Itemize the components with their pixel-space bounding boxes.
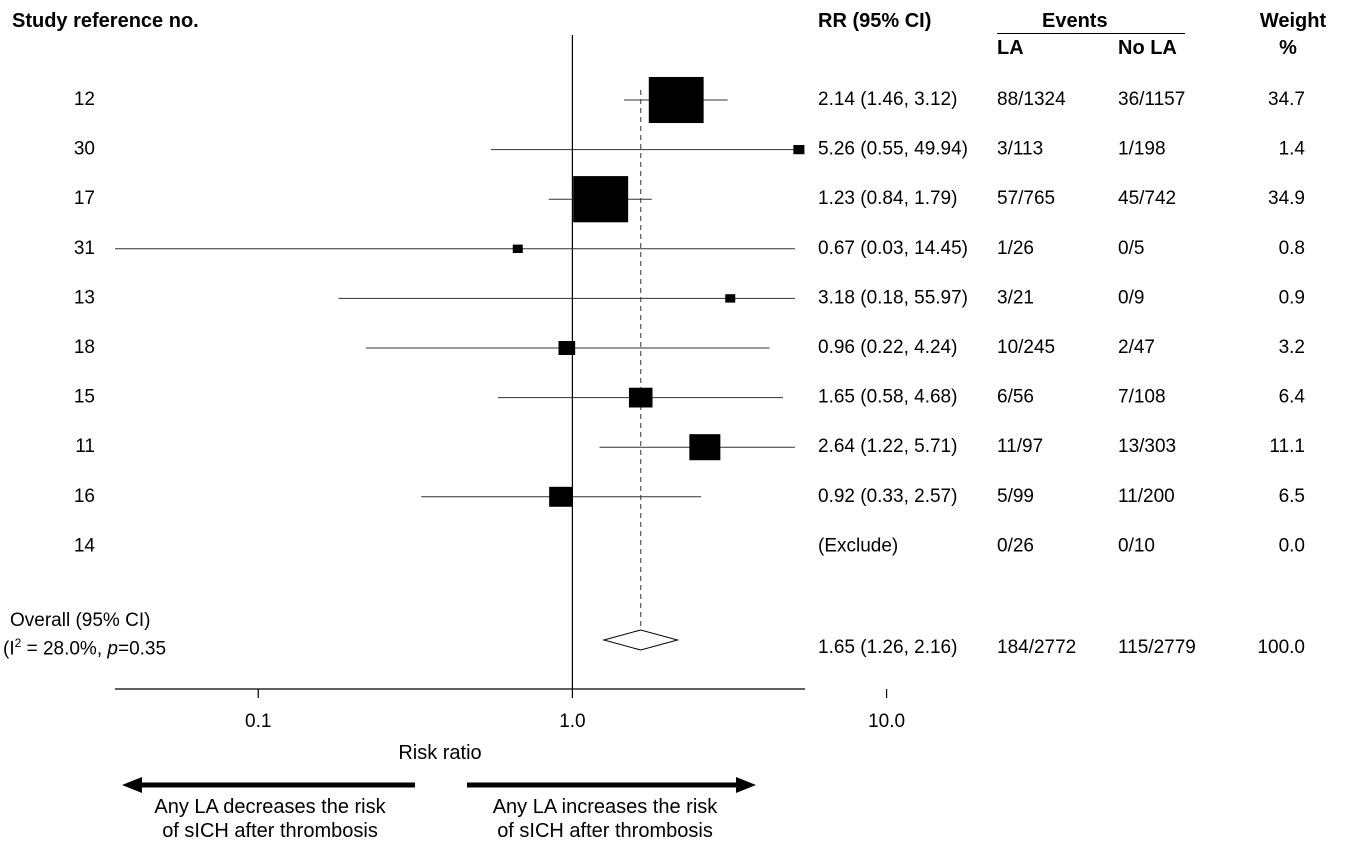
left-arrow-caption: Any LA decreases the risk of sICH after t…	[154, 796, 386, 842]
pooled-la-events: 184/2772	[997, 637, 1076, 658]
no-la-events: 45/742	[1118, 188, 1176, 209]
x-tick-label: 0.1	[245, 711, 271, 732]
weight-value: 34.9	[1268, 188, 1305, 209]
study-label: 14	[74, 535, 96, 556]
weight-value: 6.4	[1279, 387, 1306, 408]
no-la-events: 13/303	[1118, 436, 1176, 457]
no-la-events: 1/198	[1118, 139, 1166, 160]
heterogeneity-label: (I2 = 28.0%, p=0.35	[3, 636, 167, 660]
weight-value: 11.1	[1269, 436, 1305, 457]
no-la-events: 0/5	[1118, 238, 1144, 259]
overall-label: Overall (95% CI)	[10, 610, 151, 631]
study-label: 18	[74, 337, 95, 358]
right-arrow-caption: Any LA increases the risk of sICH after t…	[492, 796, 718, 842]
la-events: 10/245	[997, 337, 1055, 358]
rr-value: 0.67 (0.03, 14.45)	[818, 238, 968, 259]
study-label: 11	[75, 436, 95, 457]
la-column-header: LA	[997, 37, 1024, 59]
effect-marker	[512, 244, 523, 253]
rr-value: 0.92 (0.33, 2.57)	[818, 486, 957, 507]
effect-marker	[549, 486, 573, 507]
weight-value: 1.4	[1279, 139, 1306, 160]
rr-value: 0.96 (0.22, 4.24)	[818, 337, 957, 358]
rr-value: 3.18 (0.18, 55.97)	[818, 287, 968, 308]
study-label: 16	[74, 486, 95, 507]
weight-value: 34.7	[1268, 89, 1305, 110]
la-events: 3/113	[997, 139, 1043, 160]
la-events: 88/1324	[997, 89, 1066, 110]
study-label: 12	[74, 89, 95, 110]
weight-unit-header: %	[1279, 37, 1297, 59]
rr-value: 1.23 (0.84, 1.79)	[818, 188, 957, 209]
no-la-events: 36/1157	[1118, 89, 1185, 110]
events-column-header: Events	[1042, 10, 1108, 32]
weight-value: 0.0	[1279, 535, 1305, 556]
weight-value: 0.8	[1279, 238, 1305, 259]
effect-marker	[573, 176, 629, 223]
pooled-no-la-events: 115/2779	[1118, 637, 1196, 658]
rr-value: (Exclude)	[818, 535, 898, 556]
weight-column-header: Weight	[1259, 10, 1327, 32]
events-header-underline	[997, 33, 1185, 34]
rr-value: 5.26 (0.55, 49.94)	[818, 139, 968, 160]
la-events: 57/765	[997, 188, 1055, 209]
study-label: 31	[74, 238, 95, 259]
rr-value: 2.14 (1.46, 3.12)	[818, 89, 957, 110]
study-column-header: Study reference no.	[12, 10, 199, 32]
no-la-events: 2/47	[1118, 337, 1155, 358]
no-la-events: 0/10	[1118, 535, 1155, 556]
la-events: 3/21	[997, 287, 1034, 308]
effect-marker	[793, 144, 805, 155]
study-label: 15	[74, 387, 95, 408]
la-events: 11/97	[997, 436, 1043, 457]
study-label: 17	[74, 188, 95, 209]
pooled-diamond	[602, 629, 680, 651]
la-events: 5/99	[997, 486, 1034, 507]
weight-value: 3.2	[1279, 337, 1305, 358]
effect-marker	[558, 341, 576, 355]
pooled-weight-value: 100.0	[1257, 637, 1305, 658]
weight-value: 6.5	[1279, 486, 1305, 507]
no-la-events: 11/200	[1118, 486, 1175, 507]
decrease-arrow-head	[122, 777, 142, 793]
no-la-column-header: No LA	[1118, 37, 1177, 59]
study-label: 30	[74, 139, 95, 160]
weight-value: 0.9	[1279, 287, 1305, 308]
rr-column-header: RR (95% CI)	[818, 10, 932, 32]
x-tick-label: 10.0	[868, 711, 905, 732]
x-axis-label: Risk ratio	[398, 742, 482, 764]
effect-marker	[648, 76, 704, 124]
increase-arrow-head	[736, 777, 756, 793]
la-events: 0/26	[997, 535, 1034, 556]
study-label: 13	[74, 287, 95, 308]
x-tick-label: 1.0	[559, 711, 585, 732]
rr-value: 2.64 (1.22, 5.71)	[818, 436, 957, 457]
no-la-events: 0/9	[1118, 287, 1144, 308]
effect-marker	[725, 294, 736, 303]
pooled-rr-value: 1.65 (1.26, 2.16)	[818, 637, 957, 658]
rr-value: 1.65 (0.58, 4.68)	[818, 387, 957, 408]
no-la-events: 7/108	[1118, 387, 1166, 408]
la-events: 1/26	[997, 238, 1034, 259]
effect-marker	[628, 387, 653, 408]
effect-marker	[689, 434, 721, 461]
la-events: 6/56	[997, 387, 1034, 408]
